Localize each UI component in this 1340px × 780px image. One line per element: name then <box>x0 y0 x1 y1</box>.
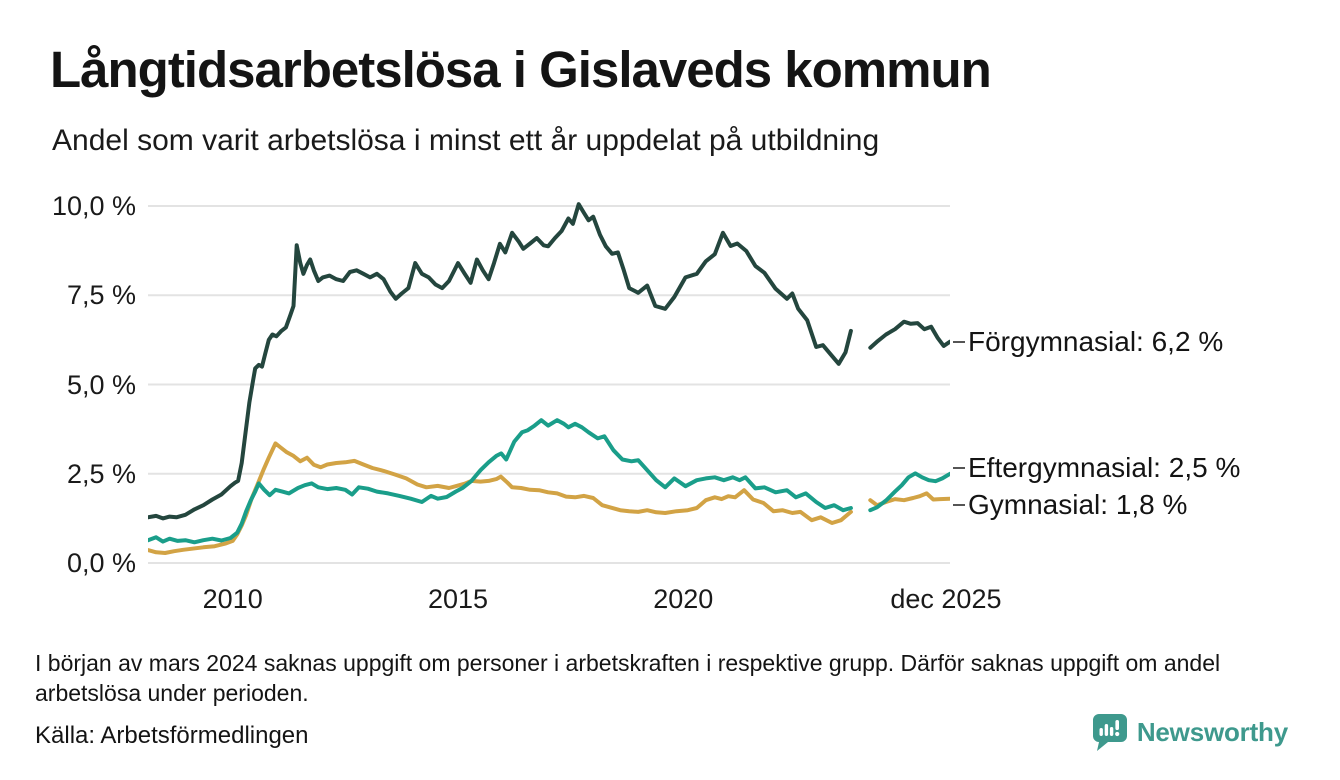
page-title: Långtidsarbetslösa i Gislaveds kommun <box>50 41 992 98</box>
series-line-eftergymnasial <box>868 471 950 513</box>
newsworthy-logo-text: Newsworthy <box>1136 716 1288 747</box>
end-label-förgymnasial: Förgymnasial: 6,2 % <box>953 325 1223 359</box>
y-tick-label: 5,0 % <box>66 369 136 400</box>
y-tick-label: 10,0 % <box>51 191 136 221</box>
source-text: Källa: Arbetsförmedlingen <box>35 722 309 749</box>
y-tick-label: 0,0 % <box>66 548 136 578</box>
newsworthy-logo-icon <box>1092 714 1127 751</box>
x-tick-label: 2020 <box>653 584 714 614</box>
line-chart-plot-area <box>148 202 950 564</box>
label-connector-dash <box>953 466 965 469</box>
series-line-förgymnasial <box>148 202 853 521</box>
series-line-eftergymnasial <box>148 418 853 545</box>
label-connector-dash <box>953 503 965 506</box>
label-connector-dash <box>953 340 965 343</box>
footnote-text: I början av mars 2024 saknas uppgift om … <box>35 650 1221 706</box>
series-line-förgymnasial <box>868 319 950 350</box>
x-tick-label: dec 2025 <box>890 584 1002 614</box>
x-tick-label: 2015 <box>427 584 489 614</box>
end-label-gymnasial: Gymnasial: 1,8 % <box>953 488 1187 522</box>
y-tick-label: 7,5 % <box>66 280 136 311</box>
end-label-eftergymnasial: Eftergymnasial: 2,5 % <box>953 451 1240 485</box>
newsworthy-branding: Newsworthy <box>1091 712 1288 752</box>
y-tick-label: 2,5 % <box>66 458 136 489</box>
page-subtitle: Andel som varit arbetslösa i minst ett å… <box>52 124 880 157</box>
x-tick-label: 2010 <box>202 584 263 614</box>
